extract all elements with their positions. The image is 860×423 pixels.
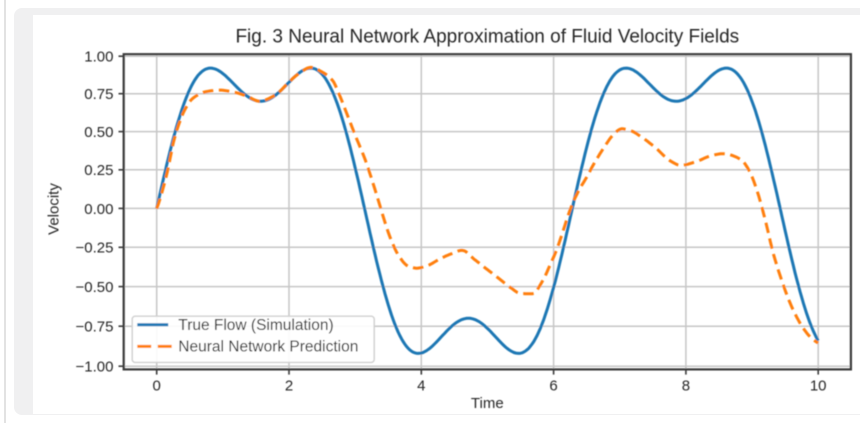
- svg-text:Neural Network Prediction: Neural Network Prediction: [178, 338, 358, 355]
- svg-text:0: 0: [153, 378, 161, 395]
- svg-text:0.25: 0.25: [84, 162, 113, 179]
- svg-text:1.00: 1.00: [84, 49, 113, 66]
- svg-text:4: 4: [417, 378, 425, 395]
- svg-text:8: 8: [682, 378, 690, 395]
- svg-text:2: 2: [285, 378, 293, 395]
- svg-text:−0.75: −0.75: [76, 319, 114, 336]
- svg-text:Fig. 3 Neural Network Approxim: Fig. 3 Neural Network Approximation of F…: [235, 27, 739, 48]
- svg-text:10: 10: [810, 378, 827, 395]
- svg-text:Time: Time: [471, 395, 504, 412]
- svg-text:6: 6: [549, 378, 557, 395]
- svg-text:−1.00: −1.00: [76, 359, 114, 376]
- svg-text:0.75: 0.75: [84, 86, 113, 103]
- svg-text:−0.50: −0.50: [76, 279, 114, 296]
- svg-text:True Flow (Simulation): True Flow (Simulation): [178, 317, 333, 334]
- svg-text:Velocity: Velocity: [46, 183, 63, 235]
- svg-text:−0.25: −0.25: [76, 240, 114, 257]
- svg-text:0.00: 0.00: [84, 201, 113, 218]
- svg-text:0.50: 0.50: [84, 124, 113, 141]
